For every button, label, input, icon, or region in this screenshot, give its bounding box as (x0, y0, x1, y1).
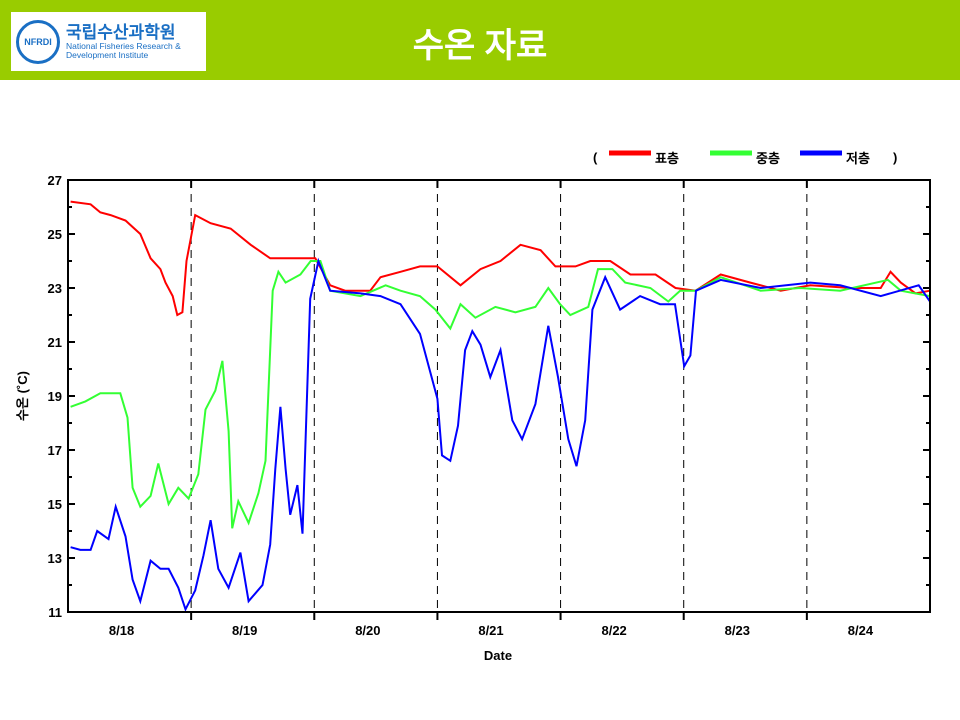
y-tick-label: 15 (48, 497, 62, 512)
x-tick-label: 8/19 (232, 623, 257, 638)
y-tick-label: 23 (48, 281, 62, 296)
page-title: 수온 자료 (412, 27, 548, 65)
y-tick-label: 27 (48, 173, 62, 188)
legend-label: 저층 (846, 151, 870, 166)
series-line-1 (70, 260, 931, 529)
x-tick-label: 8/23 (725, 623, 750, 638)
y-tick-label: 11 (48, 605, 62, 620)
y-axis-label: 수온 (˚C) (15, 371, 30, 421)
legend-open-paren: ( (593, 150, 598, 165)
seal-icon: NFRDI (16, 19, 60, 64)
logo-korean: 국립수산과학원 (66, 23, 176, 42)
x-axis-label: Date (484, 648, 512, 663)
y-tick-label: 21 (48, 335, 62, 350)
x-tick-label: 8/22 (601, 623, 626, 638)
logo-english-1: National Fisheries Research & (66, 41, 181, 51)
x-tick-label: 8/24 (848, 623, 874, 638)
y-tick-label: 25 (48, 227, 62, 242)
x-tick-label: 8/18 (109, 623, 134, 638)
legend-label: 표층 (655, 151, 679, 166)
y-tick-label: 13 (48, 551, 62, 566)
plot-frame (67, 179, 931, 613)
legend-close-paren: ) (893, 150, 897, 165)
header-banner: NFRDI 국립수산과학원 National Fisheries Researc… (0, 0, 960, 80)
y-tick-label: 19 (48, 389, 62, 404)
series-line-2 (70, 257, 931, 612)
legend: ( ) 표층 중층 저층 (593, 150, 897, 166)
series-line-0 (70, 200, 931, 317)
y-tick-label: 17 (48, 443, 62, 458)
logo-english-2: Development Institute (66, 50, 149, 60)
x-tick-label: 8/21 (478, 623, 503, 638)
legend-label: 중층 (756, 151, 780, 166)
x-tick-label: 8/20 (355, 623, 380, 638)
nfrdi-logo[interactable]: NFRDI 국립수산과학원 National Fisheries Researc… (11, 12, 206, 71)
